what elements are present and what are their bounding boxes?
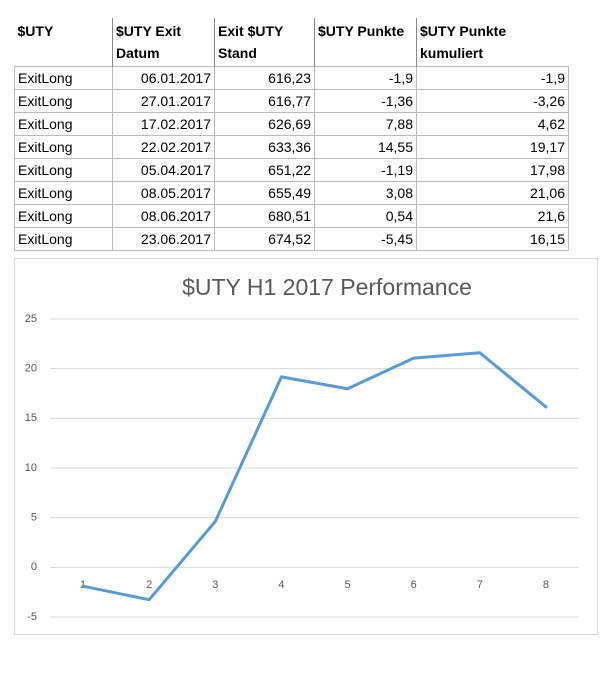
table-cell: 7,88 bbox=[314, 112, 417, 136]
header-row: $UTY $UTY Exit Datum Exit $UTY Stand $UTY P… bbox=[15, 18, 569, 67]
line-series bbox=[81, 351, 548, 602]
table-cell: -3,26 bbox=[416, 89, 569, 113]
table-cell: ExitLong bbox=[14, 158, 113, 182]
x-tick-label: 3 bbox=[212, 579, 218, 591]
table-cell: -1,36 bbox=[314, 89, 417, 113]
y-tick-label: -5 bbox=[27, 611, 37, 623]
table-cell: 21,06 bbox=[416, 181, 569, 205]
table-cell: 19,17 bbox=[416, 135, 569, 159]
x-tick-label: 7 bbox=[477, 579, 483, 591]
x-tick-label: 5 bbox=[345, 579, 351, 591]
table-cell: 16,15 bbox=[416, 227, 569, 251]
table-cell: 4,62 bbox=[416, 112, 569, 136]
y-tick-label: 20 bbox=[25, 363, 37, 375]
table-cell: 0,54 bbox=[314, 204, 417, 228]
y-tick-label: 25 bbox=[25, 313, 37, 325]
x-tick-label: 8 bbox=[543, 579, 549, 591]
data-table: $UTY $UTY Exit Datum Exit $UTY Stand $UTY P… bbox=[14, 18, 569, 251]
table-cell: ExitLong bbox=[14, 204, 113, 228]
chart-title: $UTY H1 2017 Performance bbox=[182, 274, 472, 300]
table-body: ExitLong 06.01.2017 616,23 -1,9 -1,9 ExitLong… bbox=[14, 66, 569, 251]
table-cell: 674,52 bbox=[214, 227, 315, 251]
table-cell: ExitLong bbox=[14, 66, 113, 90]
table-row: ExitLong 05.04.2017 651,22 -1,19 17,98 bbox=[14, 158, 569, 182]
table-cell: ExitLong bbox=[14, 135, 113, 159]
header-cell: $UTY Punkte bbox=[314, 18, 417, 67]
table-cell: 08.05.2017 bbox=[112, 181, 215, 205]
table-cell: ExitLong bbox=[14, 227, 113, 251]
header-cell: $UTY Exit Datum bbox=[112, 18, 215, 67]
table-cell: 680,51 bbox=[214, 204, 315, 228]
x-tick-label: 4 bbox=[278, 579, 284, 591]
table-cell: -1,9 bbox=[416, 66, 569, 90]
header-cell: $UTY bbox=[17, 23, 54, 39]
table-cell: 626,69 bbox=[214, 112, 315, 136]
x-tick-label: 6 bbox=[411, 579, 417, 591]
header-cell: $UTY Punkte kumuliert bbox=[416, 18, 569, 67]
table-cell: 21,6 bbox=[416, 204, 569, 228]
table-row: ExitLong 27.01.2017 616,77 -1,36 -3,26 bbox=[14, 89, 569, 113]
table-cell: 17,98 bbox=[416, 158, 569, 182]
table-cell: 23.06.2017 bbox=[112, 227, 215, 251]
table-cell: -1,9 bbox=[314, 66, 417, 90]
table-cell: 05.04.2017 bbox=[112, 158, 215, 182]
y-tick-label: 15 bbox=[25, 412, 37, 424]
table-cell: 14,55 bbox=[314, 135, 417, 159]
table-row: ExitLong 23.06.2017 674,52 -5,45 16,15 bbox=[14, 227, 569, 251]
y-tick-label: 5 bbox=[31, 512, 37, 524]
y-tick-label: 10 bbox=[25, 462, 37, 474]
table-cell: 616,77 bbox=[214, 89, 315, 113]
y-tick-label: 0 bbox=[31, 561, 37, 573]
header-cell: Exit $UTY Stand bbox=[214, 18, 315, 67]
x-tick-label: 2 bbox=[146, 579, 152, 591]
table-cell: 27.01.2017 bbox=[112, 89, 215, 113]
table-row: ExitLong 06.01.2017 616,23 -1,9 -1,9 bbox=[14, 66, 569, 90]
table-cell: -5,45 bbox=[314, 227, 417, 251]
table-cell: 651,22 bbox=[214, 158, 315, 182]
chart-frame bbox=[14, 258, 598, 635]
table-row: ExitLong 22.02.2017 633,36 14,55 19,17 bbox=[14, 135, 569, 159]
